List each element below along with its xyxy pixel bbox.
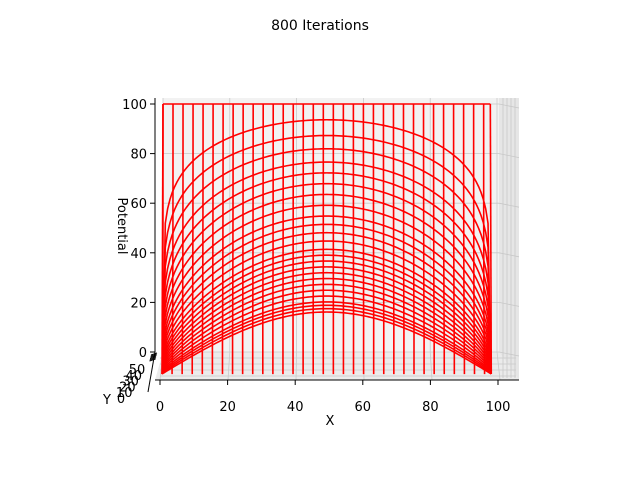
wire-column: [181, 103, 184, 375]
grid-line-side: [498, 351, 520, 357]
y-tick: [149, 357, 156, 361]
wire-row: [162, 172, 492, 357]
grid-line-side: [498, 103, 520, 109]
y-tick-label: 20: [119, 380, 136, 395]
y-tick-label: 50: [129, 363, 146, 378]
z-tick-label: 40: [130, 247, 147, 262]
wire-row: [161, 295, 492, 371]
wire-row: [161, 301, 492, 372]
grid-line-floor: [295, 351, 297, 381]
wire-row: [161, 283, 492, 370]
wire-column: [191, 103, 194, 375]
wire-row: [162, 118, 492, 353]
x-tick-label: 80: [422, 400, 439, 415]
wire-row: [162, 147, 492, 355]
wire-column: [442, 103, 446, 375]
wire-row: [161, 215, 492, 360]
grid-line-side: [498, 302, 520, 307]
wire-column: [462, 103, 466, 375]
z-tick-label: 0: [139, 346, 147, 361]
wire-column: [231, 103, 234, 375]
wire-row: [161, 311, 492, 375]
wire-column: [211, 103, 214, 375]
wire-column: [171, 103, 174, 375]
x-tick-label: 0: [156, 400, 164, 415]
x-tick-label: 40: [287, 400, 304, 415]
wire-row: [161, 289, 492, 371]
wire-column: [452, 103, 456, 375]
y-tick-label: 10: [116, 386, 133, 401]
wire-row: [162, 134, 492, 354]
y-tick: [150, 353, 157, 357]
grid-line-floor: [227, 351, 231, 381]
wire-row: [161, 248, 492, 364]
grid-line-floor: [429, 351, 433, 381]
wire-row: [161, 193, 492, 359]
z-tick-label: 100: [122, 98, 147, 113]
grid-line-floor: [496, 351, 501, 381]
y-tick: [149, 358, 156, 362]
y-tick: [150, 354, 157, 358]
wire-row: [162, 161, 492, 356]
wire-column: [422, 103, 425, 375]
y-tick: [150, 352, 158, 356]
x-axis-label: X: [326, 414, 335, 429]
y-tick-label: 30: [122, 375, 139, 390]
x-tick-label: 100: [486, 400, 511, 415]
x-tick-label: 60: [355, 400, 372, 415]
z-tick-label: 60: [130, 197, 147, 212]
y-axis-label: Y: [102, 393, 111, 408]
z-axis-label: Potential: [114, 198, 129, 255]
wire-row: [161, 271, 492, 368]
y-tick-label: 0: [117, 392, 125, 407]
wire-column: [221, 103, 224, 375]
axes: [147, 98, 519, 393]
wire-column: [472, 103, 476, 375]
grid-line-side: [498, 153, 520, 158]
wire-column: [412, 103, 415, 375]
grid-line-side: [498, 202, 520, 208]
z-tick-label: 20: [130, 296, 147, 311]
z-tick-label: 80: [130, 148, 147, 163]
wire-row: [161, 254, 492, 365]
floor-pane: [155, 352, 519, 380]
wire-column: [241, 103, 244, 375]
x-tick-label: 20: [219, 400, 236, 415]
chart-title: 800 Iterations: [271, 18, 369, 34]
wire-row: [161, 204, 492, 360]
y-tick: [149, 356, 157, 360]
wire-column: [482, 103, 486, 375]
wire-row: [161, 304, 492, 373]
wire-row: [161, 307, 492, 374]
right-pane: [499, 98, 519, 380]
wire-row: [161, 266, 492, 367]
wire-column: [432, 103, 435, 375]
wire-row: [161, 240, 492, 363]
wire-row: [161, 231, 492, 362]
wire-row: [161, 277, 492, 369]
wire-edge: [489, 103, 493, 375]
wire-column: [201, 103, 204, 375]
wire-row: [161, 223, 492, 361]
wire-row: [161, 260, 492, 366]
y-tick-label: 40: [126, 369, 143, 384]
wire-edge: [161, 103, 164, 375]
grid-line-side: [498, 252, 520, 258]
potential-wireframe: [161, 103, 493, 375]
wire-row: [161, 182, 492, 358]
